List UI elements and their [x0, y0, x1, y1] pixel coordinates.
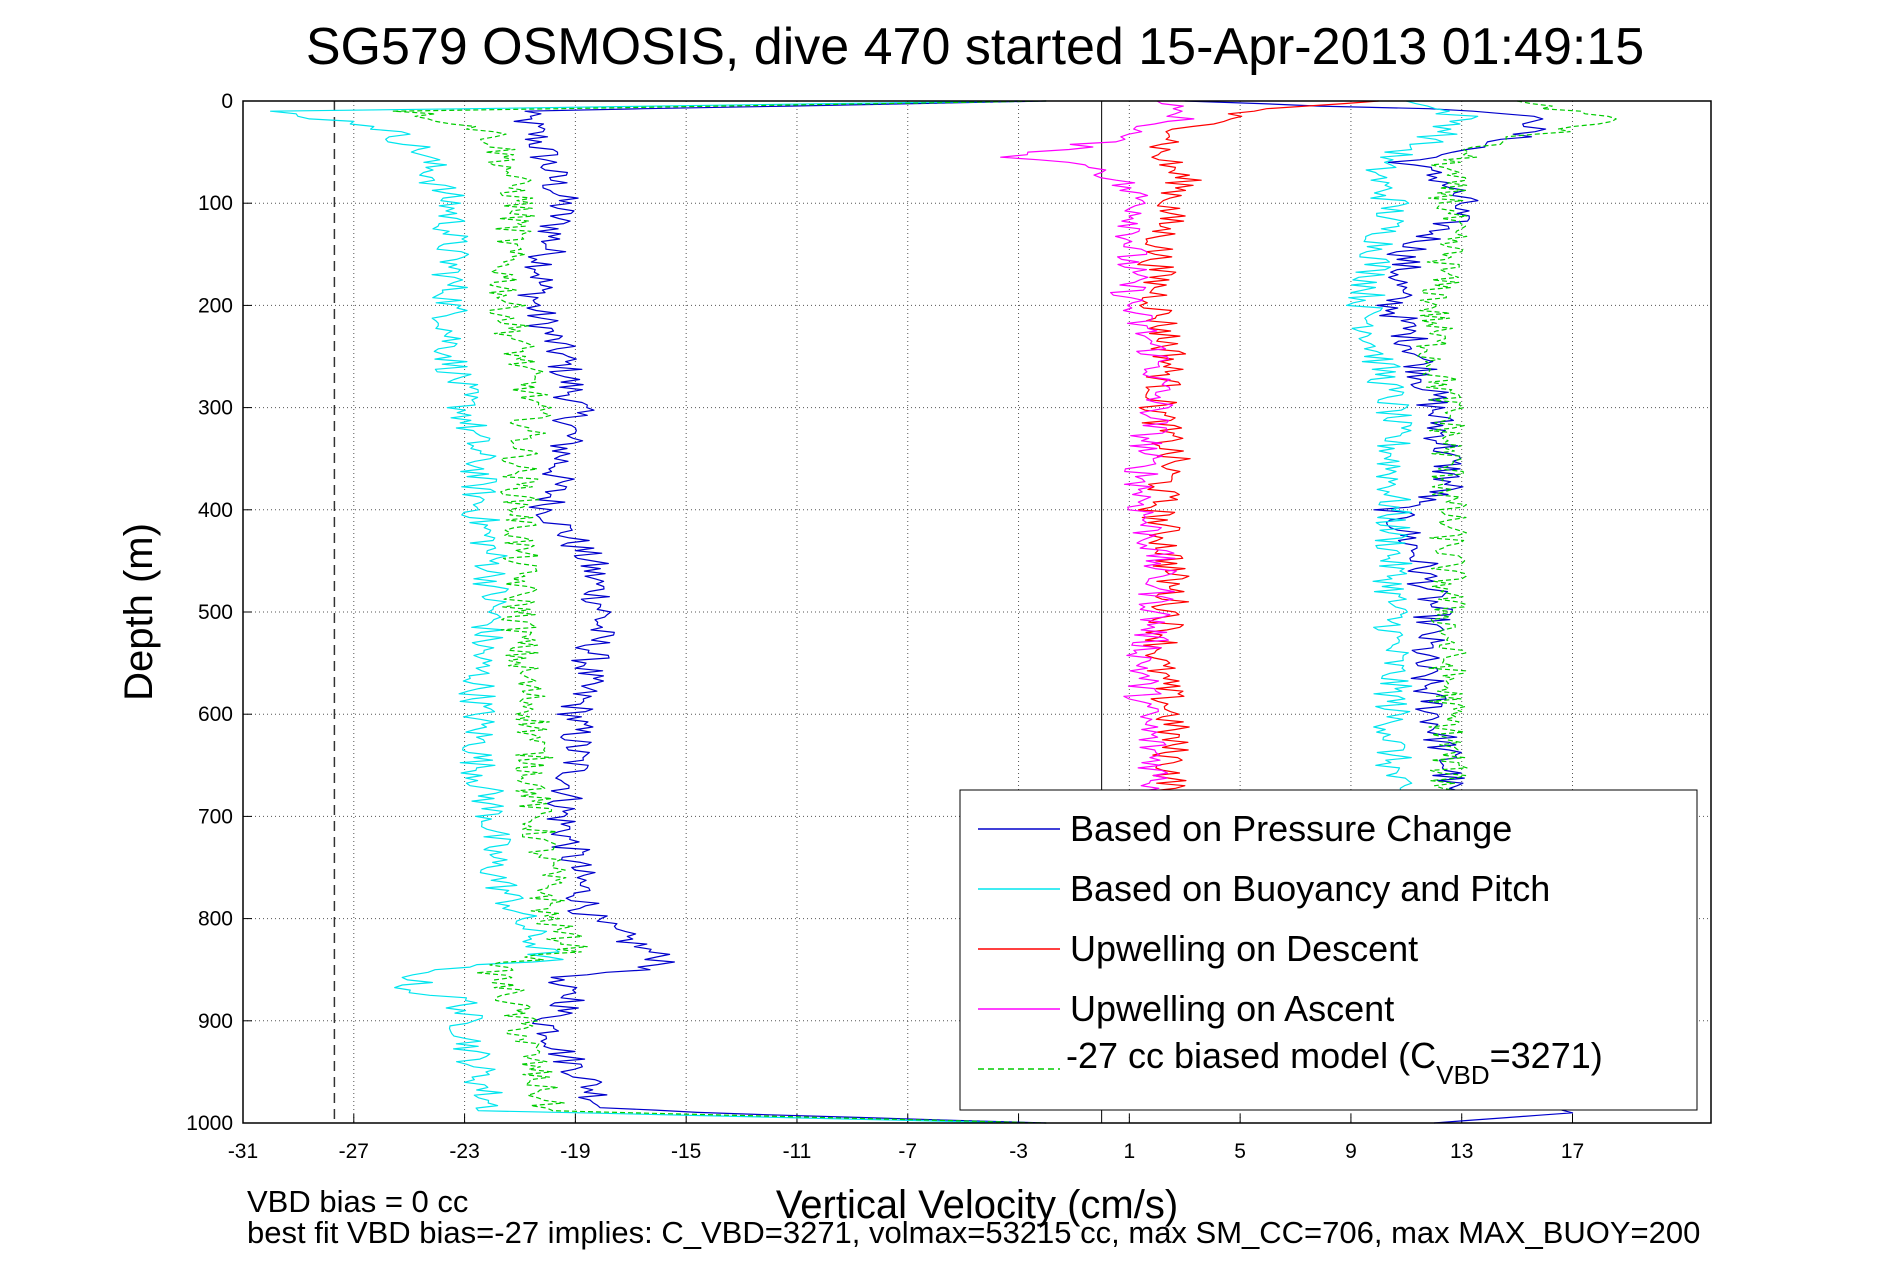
x-tick-label: -31 — [228, 1140, 258, 1163]
series-line-6 — [392, 100, 1047, 1124]
x-tick-label: 17 — [1561, 1140, 1584, 1163]
footnote-best-fit: best fit VBD bias=-27 implies: C_VBD=327… — [247, 1215, 1700, 1250]
y-tick-label: 300 — [198, 397, 233, 420]
x-tick-label: -15 — [671, 1140, 701, 1163]
x-tick-label: -23 — [449, 1140, 479, 1163]
x-tick-label: 5 — [1234, 1140, 1246, 1163]
y-axis: 0 100 200 300 400 500 600 700 800 900 1000 — [186, 90, 252, 1135]
x-tick-label: -3 — [1009, 1140, 1028, 1163]
x-tick-label: -7 — [898, 1140, 917, 1163]
legend-label-model-main: -27 cc biased model (C — [1066, 1035, 1436, 1076]
series-line-5 — [1000, 100, 1195, 797]
series-line-3 — [1345, 100, 1479, 817]
y-tick-label: 500 — [198, 601, 233, 624]
series-lines — [270, 100, 1617, 1124]
series-line-0 — [513, 100, 1047, 1124]
series-line-4 — [1137, 100, 1379, 797]
legend-label-ascent: Upwelling on Ascent — [1070, 988, 1394, 1029]
y-axis-label: Depth (m) — [117, 523, 161, 701]
series-line-7 — [1416, 100, 1617, 817]
y-tick-label: 800 — [198, 908, 233, 931]
x-tick-label: 13 — [1450, 1140, 1473, 1163]
chart-title: SG579 OSMOSIS, dive 470 started 15-Apr-2… — [306, 18, 1644, 76]
x-tick-label: 9 — [1345, 1140, 1357, 1163]
y-tick-label: 700 — [198, 805, 233, 828]
y-tick-label: 1000 — [186, 1112, 233, 1135]
footnote-bias: VBD bias = 0 cc — [247, 1184, 468, 1219]
y-tick-label: 200 — [198, 294, 233, 317]
legend-label-model: -27 cc biased model (CVBD=3271) — [1066, 1035, 1603, 1090]
legend-label-pressure: Based on Pressure Change — [1070, 808, 1512, 849]
x-tick-label: -27 — [339, 1140, 369, 1163]
y-tick-label: 400 — [198, 499, 233, 522]
legend-label-buoyancy: Based on Buoyancy and Pitch — [1070, 868, 1550, 909]
y-tick-label: 0 — [221, 90, 233, 113]
legend-label-model-tail: =3271) — [1490, 1035, 1603, 1076]
legend: Based on Pressure Change Based on Buoyan… — [959, 789, 1698, 1111]
x-tick-label: 1 — [1123, 1140, 1135, 1163]
y-tick-label: 900 — [198, 1010, 233, 1033]
legend-label-model-subscript: VBD — [1436, 1060, 1489, 1090]
legend-box — [959, 789, 1698, 1111]
x-axis: -31 -27 -23 -19 -15 -11 -7 -3 1 5 9 13 17 — [228, 1114, 1584, 1163]
plot-frame — [242, 100, 1712, 1124]
x-tick-label: -11 — [783, 1140, 812, 1163]
legend-label-descent: Upwelling on Descent — [1070, 928, 1418, 969]
x-axis-label: Vertical Velocity (cm/s) — [776, 1183, 1178, 1227]
x-tick-label: -19 — [560, 1140, 590, 1163]
series-line-2 — [270, 100, 1019, 1124]
y-tick-label: 100 — [198, 192, 233, 215]
y-tick-label: 600 — [198, 703, 233, 726]
